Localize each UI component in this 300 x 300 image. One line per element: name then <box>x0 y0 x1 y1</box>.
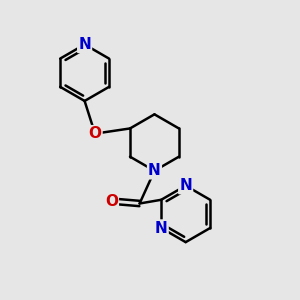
Text: N: N <box>78 37 91 52</box>
Text: O: O <box>88 126 101 141</box>
Text: N: N <box>155 220 168 236</box>
Text: N: N <box>179 178 192 193</box>
Text: N: N <box>148 163 161 178</box>
Text: O: O <box>105 194 118 208</box>
